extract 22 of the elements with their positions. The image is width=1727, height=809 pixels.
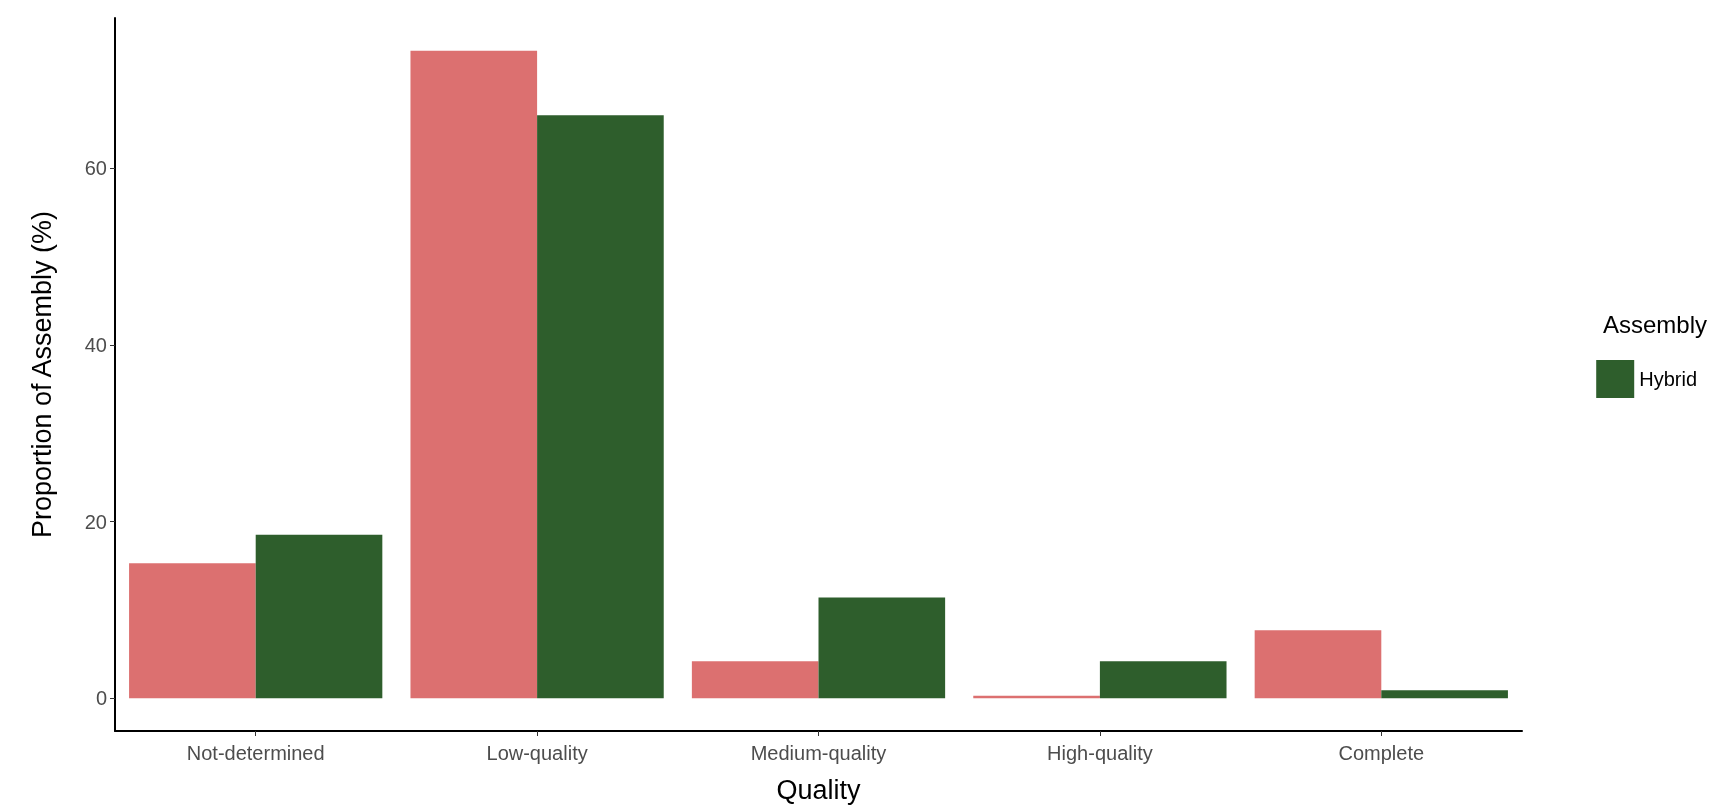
legend-label: Hybrid	[1639, 368, 1697, 390]
y-tick-label: 20	[84, 510, 107, 533]
bar	[1099, 661, 1227, 699]
bar	[129, 563, 256, 699]
bar	[255, 534, 383, 699]
bar	[410, 50, 538, 699]
y-tick-label: 40	[84, 333, 107, 356]
x-tick-label: Medium-quality	[750, 742, 887, 764]
y-tick-label: 0	[95, 687, 107, 710]
bar	[1254, 630, 1382, 699]
x-tick-label: Low-quality	[486, 742, 588, 764]
y-tick-label: 60	[84, 157, 107, 180]
x-tick-label: Complete	[1338, 742, 1425, 764]
y-axis-title: Proportion of Assembly (%)	[26, 210, 57, 539]
x-tick-label: High-quality	[1047, 742, 1153, 764]
bar	[691, 661, 819, 699]
legend-title: Assembly	[1602, 310, 1707, 338]
bar	[537, 115, 664, 699]
bar	[1381, 690, 1508, 699]
x-tick-label: Not-determined	[186, 742, 325, 764]
x-axis-title: Quality	[776, 774, 862, 805]
bar	[818, 597, 946, 699]
